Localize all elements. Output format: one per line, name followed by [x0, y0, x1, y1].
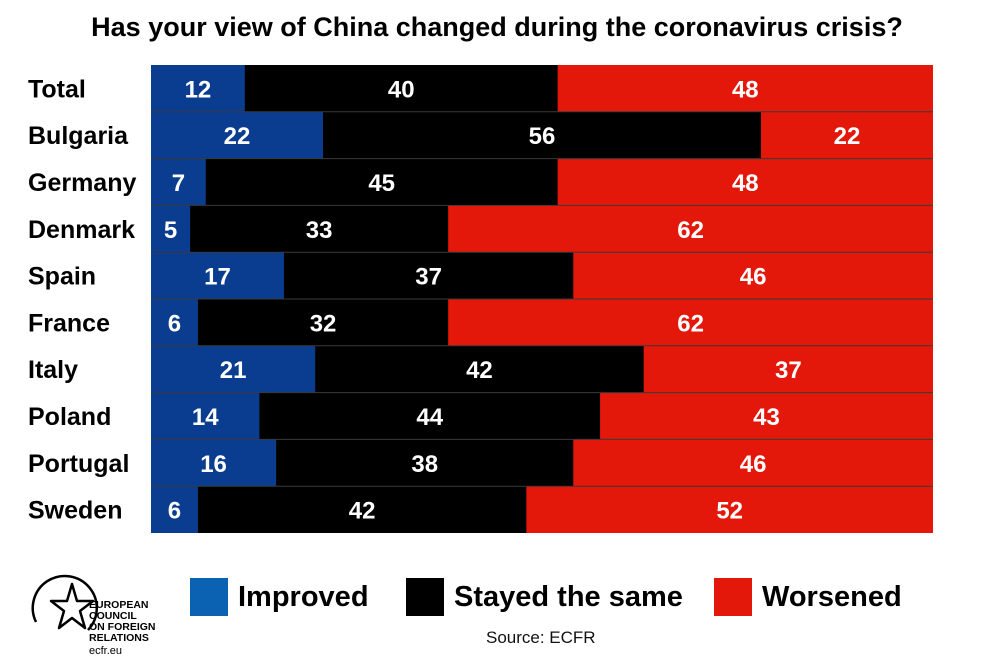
bar-worsened [557, 65, 933, 112]
logo-url: ecfr.eu [89, 645, 123, 657]
bar-improved [151, 158, 207, 206]
data-label: 40 [388, 76, 415, 103]
data-label: 17 [204, 264, 231, 291]
data-label: 14 [192, 404, 219, 431]
logo-line: EUROPEAN [89, 599, 149, 611]
category-label: Italy [28, 356, 78, 384]
bar-stayed-the-same [283, 252, 574, 299]
data-label: 7 [172, 170, 185, 197]
data-label: 37 [415, 264, 442, 291]
category-label: Germany [28, 169, 136, 197]
category-label: Portugal [28, 450, 129, 478]
logo-line: COUNCIL [89, 610, 137, 622]
bar-improved [151, 486, 199, 533]
data-label: 32 [310, 310, 337, 337]
chart-title: Has your view of China changed during th… [91, 12, 903, 42]
data-label: 56 [529, 123, 556, 150]
category-label: Total [28, 75, 86, 103]
legend-swatch-stayed [406, 578, 444, 616]
bar-worsened [448, 299, 933, 346]
data-label: 48 [732, 76, 759, 103]
legend-label-stayed: Stayed the same [454, 580, 683, 613]
category-label: France [28, 309, 110, 337]
data-label: 48 [732, 170, 759, 197]
data-label: 46 [740, 264, 767, 291]
data-label: 42 [349, 498, 376, 525]
bar-improved [151, 439, 277, 487]
category-label: Spain [28, 263, 96, 291]
category-label: Denmark [28, 216, 135, 244]
bar-worsened [557, 158, 933, 206]
bar-stayed-the-same [197, 299, 449, 346]
bar-improved [151, 392, 260, 440]
bar-worsened [573, 439, 933, 487]
data-label: 22 [834, 123, 861, 150]
bar-stayed-the-same [244, 65, 559, 112]
logo-text: EUROPEAN COUNCIL ON FOREIGN RELATIONS [89, 600, 156, 644]
bar-stayed-the-same [315, 345, 645, 393]
data-label: 22 [224, 123, 251, 150]
bar-worsened [643, 345, 933, 393]
data-label: 21 [220, 357, 247, 384]
bar-improved [151, 111, 324, 159]
data-label: 5 [164, 217, 177, 244]
legend-swatch-worsened [714, 578, 752, 616]
data-label: 62 [677, 310, 704, 337]
bar-worsened [448, 205, 933, 253]
data-label: 62 [677, 217, 704, 244]
data-label: 43 [753, 404, 780, 431]
category-label: Poland [28, 403, 111, 431]
bar-worsened [526, 486, 933, 533]
source-note: Source: ECFR [486, 628, 596, 647]
bar-stayed-the-same [190, 205, 449, 253]
data-label: 12 [185, 76, 212, 103]
bar-stayed-the-same [259, 392, 601, 440]
data-label: 16 [200, 451, 227, 478]
bar-stayed-the-same [197, 486, 527, 533]
data-label: 38 [411, 451, 438, 478]
data-label: 46 [740, 451, 767, 478]
bar-improved [151, 299, 199, 346]
data-label: 6 [168, 310, 181, 337]
bar-worsened [573, 252, 933, 299]
data-label: 45 [368, 170, 395, 197]
data-label: 6 [168, 498, 181, 525]
data-label: 33 [306, 217, 333, 244]
bar-worsened [600, 392, 933, 440]
legend-item-improved: Improved [190, 578, 369, 616]
data-label: 44 [416, 404, 443, 431]
bar-stayed-the-same [323, 111, 762, 159]
data-label: 42 [466, 357, 493, 384]
bar-improved [151, 252, 285, 299]
bar-improved [151, 205, 191, 253]
ecfr-logo-icon [31, 574, 99, 631]
legend-item-stayed: Stayed the same [406, 578, 683, 616]
logo-line: ON FOREIGN [89, 621, 156, 633]
legend-item-worsened: Worsened [714, 578, 902, 616]
category-label: Bulgaria [28, 122, 129, 150]
legend-label-improved: Improved [238, 580, 369, 613]
bar-stayed-the-same [276, 439, 574, 487]
bar-improved [151, 65, 246, 112]
data-label: 37 [775, 357, 802, 384]
logo-line: RELATIONS [89, 632, 149, 644]
category-label: Sweden [28, 497, 122, 525]
legend-swatch-improved [190, 578, 228, 616]
data-label: 52 [716, 498, 743, 525]
bar-improved [151, 345, 316, 393]
legend-label-worsened: Worsened [762, 580, 902, 613]
bar-worsened [760, 111, 933, 159]
bar-stayed-the-same [205, 158, 559, 206]
